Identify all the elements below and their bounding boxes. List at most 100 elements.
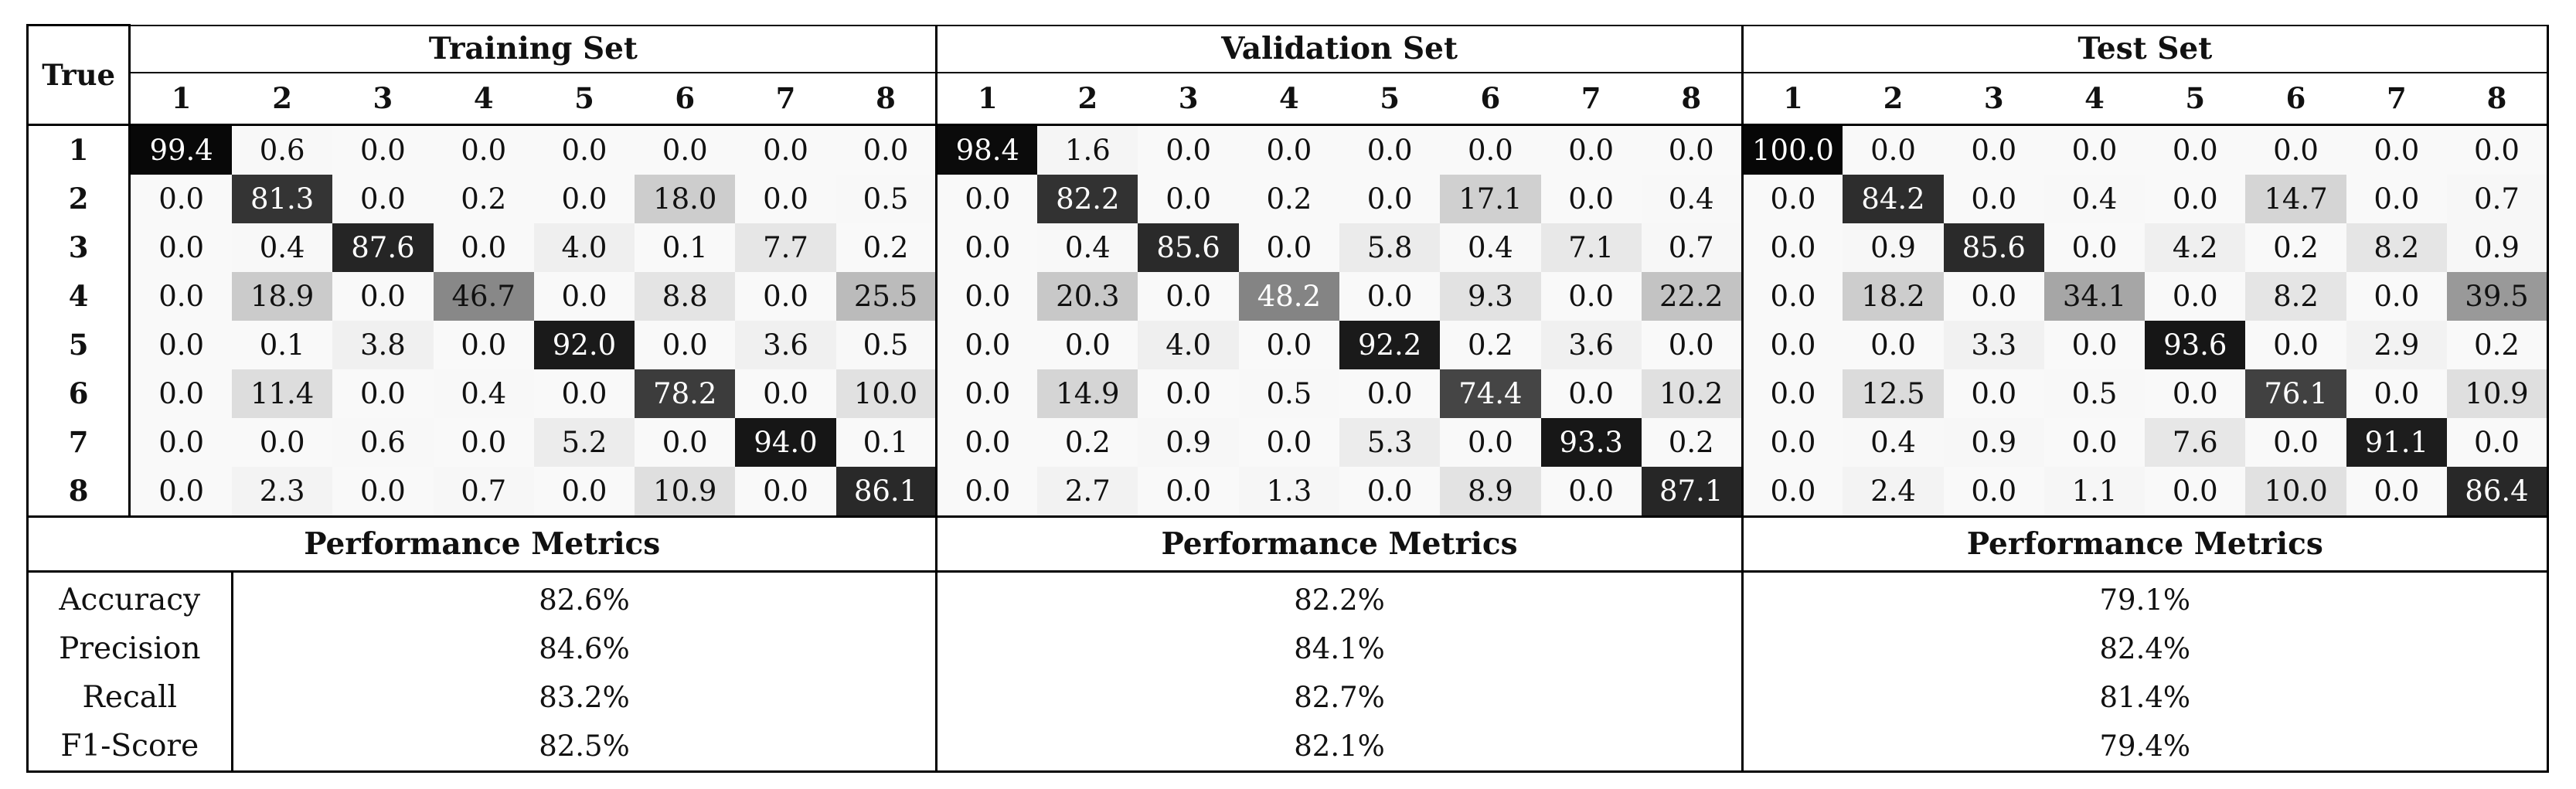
matrix-cell: 0.0: [2043, 320, 2146, 369]
matrix-cell: 4.0: [533, 223, 635, 272]
matrix-cell: 93.6: [2145, 320, 2246, 369]
metrics-title: Performance Metrics: [1742, 516, 2550, 573]
set-title: Test Set: [1742, 24, 2550, 73]
matrix-cell: 0.0: [1540, 369, 1642, 418]
matrix-cell: 0.4: [433, 369, 534, 418]
matrix-cell: 25.5: [835, 271, 938, 321]
matrix-cell: 7.1: [1540, 223, 1642, 272]
predicted-class-label: 3: [332, 72, 434, 126]
matrix-cell: 0.6: [332, 417, 434, 467]
predicted-class-label: 3: [1943, 72, 2044, 126]
matrix-cell: 0.0: [1440, 124, 1541, 175]
matrix-cell: 74.4: [1440, 369, 1541, 418]
metric-name: Precision: [26, 624, 233, 673]
matrix-cell: 0.0: [936, 271, 1038, 321]
matrix-cell: 0.0: [1238, 417, 1340, 467]
set-title: Training Set: [129, 24, 938, 73]
matrix-cell: 0.0: [1238, 223, 1340, 272]
matrix-cell: 0.2: [433, 174, 534, 223]
matrix-cell: 0.0: [533, 271, 635, 321]
matrix-cell: 0.4: [2043, 174, 2146, 223]
matrix-cell: 18.9: [232, 271, 333, 321]
matrix-cell: 0.4: [1843, 417, 1944, 467]
predicted-class-label: 6: [1440, 72, 1541, 126]
matrix-cell: 0.0: [129, 223, 233, 272]
confusion-matrix-figure: True Training Set Validation Set Test Set 1 2…: [26, 24, 2550, 773]
matrix-cell: 0.0: [1339, 174, 1441, 223]
true-class-label: 5: [26, 320, 131, 369]
matrix-cell: 0.0: [2245, 417, 2346, 467]
matrix-cell: 0.0: [936, 223, 1038, 272]
matrix-cell: 0.7: [1641, 223, 1744, 272]
predicted-class-label: 7: [735, 72, 836, 126]
matrix-cell: 0.0: [2346, 369, 2447, 418]
matrix-cell: 48.2: [1238, 271, 1340, 321]
matrix-cell: 0.0: [1843, 320, 1944, 369]
true-class-label: 2: [26, 174, 131, 223]
matrix-cell: 14.7: [2245, 174, 2346, 223]
confusion-matrix-table: True Training Set Validation Set Test Set 1 2…: [26, 24, 2550, 773]
matrix-cell: 8.2: [2346, 223, 2447, 272]
matrix-cell: 81.3: [232, 174, 333, 223]
metric-value: 82.5%: [232, 721, 938, 773]
matrix-cell: 0.2: [835, 223, 938, 272]
matrix-cell: 0.0: [936, 320, 1038, 369]
matrix-cell: 0.0: [1943, 124, 2044, 175]
matrix-cell: 7.6: [2145, 417, 2246, 467]
matrix-cell: 8.8: [635, 271, 736, 321]
metric-value: 79.4%: [1742, 721, 2550, 773]
matrix-cell: 4.2: [2145, 223, 2246, 272]
matrix-cell: 2.3: [232, 466, 333, 518]
matrix-cell: 2.7: [1037, 466, 1138, 518]
matrix-cell: 0.9: [1138, 417, 1239, 467]
matrix-cell: 0.0: [2346, 271, 2447, 321]
set-title: Validation Set: [936, 24, 1744, 73]
matrix-cell: 0.5: [1238, 369, 1340, 418]
predicted-class-label: 1: [936, 72, 1038, 126]
matrix-cell: 91.1: [2346, 417, 2447, 467]
matrix-cell: 11.4: [232, 369, 333, 418]
matrix-cell: 92.2: [1339, 320, 1441, 369]
matrix-cell: 0.0: [1138, 369, 1239, 418]
matrix-cell: 0.0: [232, 417, 333, 467]
matrix-cell: 10.0: [2245, 466, 2346, 518]
matrix-cell: 0.0: [2043, 223, 2146, 272]
metric-value: 83.2%: [232, 672, 938, 722]
matrix-cell: 3.6: [735, 320, 836, 369]
matrix-cell: 0.0: [1339, 271, 1441, 321]
matrix-cell: 0.0: [1138, 271, 1239, 321]
matrix-cell: 85.6: [1138, 223, 1239, 272]
matrix-cell: 0.0: [1742, 369, 1843, 418]
matrix-cell: 0.9: [1843, 223, 1944, 272]
matrix-cell: 0.5: [835, 320, 938, 369]
predicted-class-label: 8: [835, 72, 938, 126]
predicted-class-label: 2: [1037, 72, 1138, 126]
matrix-cell: 0.2: [1440, 320, 1541, 369]
matrix-cell: 0.0: [1238, 124, 1340, 175]
true-class-label: 7: [26, 417, 131, 467]
matrix-cell: 0.0: [533, 174, 635, 223]
matrix-cell: 0.2: [2245, 223, 2346, 272]
matrix-cell: 0.7: [433, 466, 534, 518]
metric-value: 82.2%: [936, 571, 1744, 624]
matrix-cell: 0.0: [1742, 174, 1843, 223]
matrix-cell: 0.0: [635, 417, 736, 467]
matrix-cell: 78.2: [635, 369, 736, 418]
matrix-cell: 0.9: [2446, 223, 2549, 272]
matrix-cell: 0.0: [332, 124, 434, 175]
set-header-row: True Training Set Validation Set Test Set: [26, 24, 2550, 126]
matrix-cell: 0.0: [2043, 417, 2146, 467]
matrix-cell: 86.4: [2446, 466, 2549, 518]
metric-name: F1-Score: [26, 721, 233, 773]
matrix-cell: 0.2: [1037, 417, 1138, 467]
predicted-class-label: 6: [635, 72, 736, 126]
matrix-cell: 0.0: [635, 320, 736, 369]
matrix-cell: 0.0: [2346, 466, 2447, 518]
matrix-cell: 0.0: [1742, 271, 1843, 321]
matrix-cell: 0.0: [1540, 174, 1642, 223]
matrix-cell: 0.0: [1138, 124, 1239, 175]
matrix-cell: 5.8: [1339, 223, 1441, 272]
matrix-cell: 0.9: [1943, 417, 2044, 467]
matrix-cell: 0.1: [835, 417, 938, 467]
